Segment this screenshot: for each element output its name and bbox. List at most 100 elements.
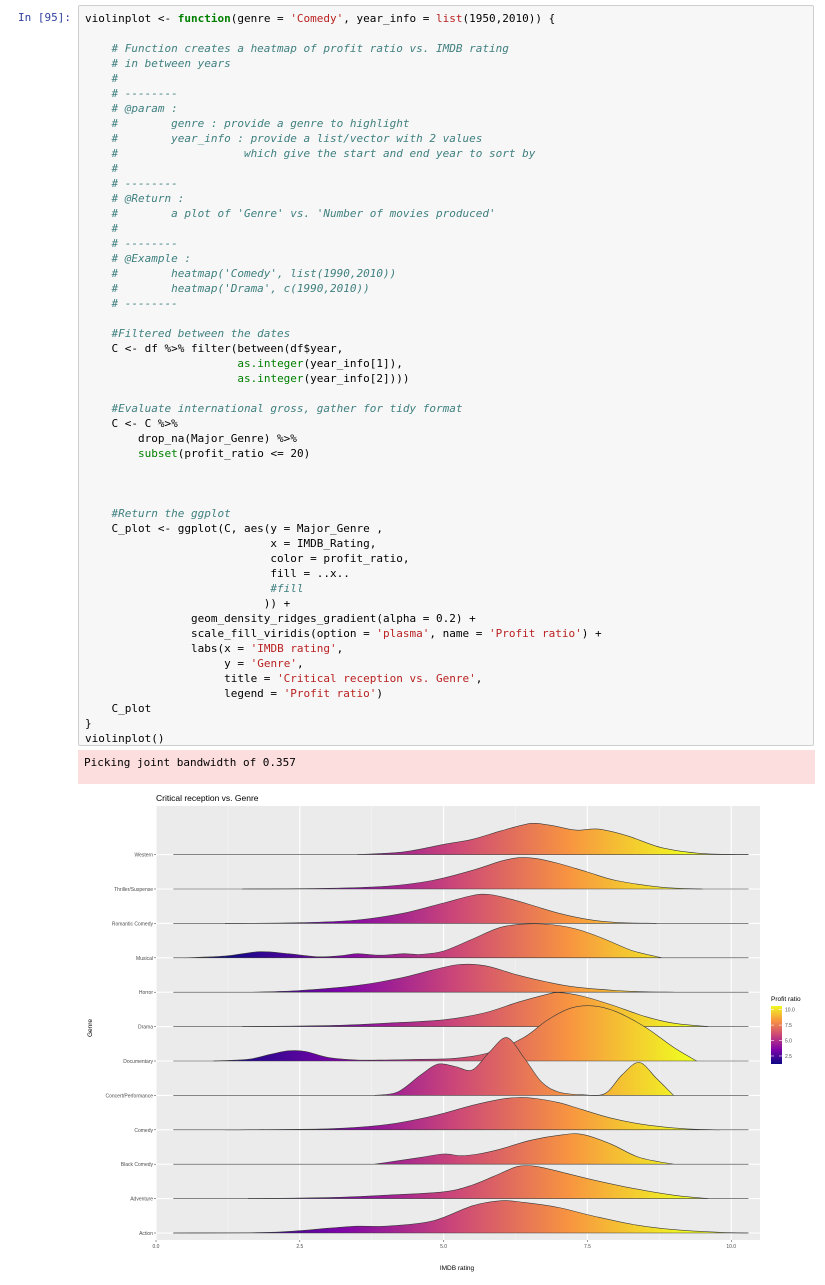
x-axis-ticks: 0.0 2.5 5.0 7.5 10.0 [153, 1240, 736, 1250]
code-token: (year_info[2]))) [303, 372, 410, 385]
code-token: # year_info : provide a list/vector with… [85, 132, 483, 145]
code-line: drop_na(Major_Genre) %>% [85, 432, 297, 445]
code-cell-editor[interactable]: violinplot <- function(genre = 'Comedy',… [78, 5, 814, 746]
code-line: geom_density_ridges_gradient(alpha = 0.2… [85, 612, 476, 625]
y-tick-label: Romantic Comedy [112, 921, 154, 927]
code-token: , [336, 642, 344, 655]
code-line: # [85, 222, 118, 235]
x-tick-label: 10.0 [726, 1244, 736, 1250]
code-token: C_plot [85, 702, 152, 715]
y-tick-label: Comedy [134, 1128, 153, 1134]
code-line: # [85, 162, 118, 175]
code-token: violinplot() [85, 732, 165, 745]
code-token: # @Example : [85, 252, 191, 265]
ridge-outline [374, 1133, 674, 1165]
ridge-outline [224, 1097, 720, 1131]
code-token: , year_info = [343, 12, 437, 25]
y-tick-label: Documentary [123, 1059, 153, 1065]
code-token [85, 447, 138, 460]
profit-ratio-legend: Profit ratio 10.0 7.5 5.0 2.5 [771, 996, 801, 1064]
code-token: } [85, 717, 92, 730]
code-line: #fill [85, 582, 304, 595]
code-token: ) [376, 687, 384, 700]
code-line: # heatmap('Comedy', list(1990,2010)) [85, 267, 396, 280]
code-token: 'Profit ratio' [489, 627, 582, 640]
ridges-layer [173, 822, 749, 1234]
legend-title: Profit ratio [771, 996, 801, 1003]
code-token: list [436, 12, 463, 25]
ridge-outline [357, 822, 749, 855]
y-tick-label: Drama [138, 1025, 153, 1031]
code-line: as.integer(year_info[2]))) [85, 372, 410, 385]
code-line: } [85, 717, 92, 730]
code-token: 'Genre' [250, 657, 297, 670]
ridge-outline [253, 963, 674, 993]
x-tick-label: 7.5 [584, 1244, 591, 1250]
code-token: 'IMDB rating' [250, 642, 337, 655]
code-token: # heatmap('Drama', c(1990,2010)) [85, 282, 370, 295]
code-token [85, 372, 237, 385]
code-line: violinplot() [85, 732, 164, 745]
ridge-area [225, 894, 657, 924]
code-token: (genre = [230, 12, 291, 25]
code-token: # [85, 72, 119, 85]
code-token: # @Return : [85, 192, 185, 205]
ridge-area [374, 1037, 674, 1096]
code-line: title = 'Critical reception vs. Genre', [85, 672, 482, 685]
y-axis-label: Genre [87, 1019, 94, 1037]
ridgeline-plot: Action Adventure Black Comedy Comedy Concert… [78, 788, 815, 1278]
code-token: C <- df %>% filter(between(df$year, [85, 342, 344, 355]
code-line: C <- df %>% filter(between(df$year, [85, 342, 343, 355]
ridge-outline [242, 992, 709, 1027]
code-token: 'Profit ratio' [283, 687, 377, 700]
code-token: # -------- [85, 297, 178, 310]
code-token: #fill [85, 582, 304, 595]
code-text[interactable]: violinplot <- function(genre = 'Comedy',… [85, 11, 602, 746]
chart-title: Critical reception vs. Genre [156, 793, 259, 803]
legend-tick-label: 5.0 [785, 1039, 792, 1045]
code-token: x = IMDB_Rating, [85, 537, 377, 550]
code-token: # -------- [85, 177, 178, 190]
code-line: # Function creates a heatmap of profit r… [85, 42, 508, 55]
code-token: # a plot of 'Genre' vs. 'Number of movie… [85, 207, 496, 220]
code-token: ) + [581, 627, 602, 640]
code-line: #Filtered between the dates [85, 327, 290, 340]
code-line: #Evaluate international gross, gather fo… [85, 402, 462, 415]
ridge-area [253, 964, 674, 993]
ridge-outline [184, 923, 663, 959]
code-line: # genre : provide a genre to highlight [85, 117, 409, 130]
y-tick-label: Horror [139, 990, 154, 996]
code-line: # a plot of 'Genre' vs. 'Number of movie… [85, 207, 496, 220]
code-token: 'Comedy' [290, 12, 344, 25]
code-line: y = 'Genre', [85, 657, 304, 670]
code-token: # @param : [85, 102, 178, 115]
legend-tick-label: 10.0 [785, 1008, 795, 1014]
code-token: C <- C %>% [85, 417, 178, 430]
ridge-outline [224, 893, 657, 924]
code-token: (1950,2010)) { [462, 12, 556, 25]
code-token: #Return the ggplot [85, 507, 231, 520]
code-line: #Return the ggplot [85, 507, 231, 520]
code-line: C_plot [85, 702, 151, 715]
code-token: as.integer [237, 357, 304, 370]
ridge-outline [374, 1037, 674, 1096]
y-tick-label: Western [134, 853, 153, 859]
code-token: #Filtered between the dates [85, 327, 291, 340]
code-line: color = profit_ratio, [85, 552, 409, 565]
ridge-area [213, 1005, 697, 1061]
ridge-area [173, 1200, 749, 1233]
code-token: # [85, 162, 119, 175]
code-line: scale_fill_viridis(option = 'plasma', na… [85, 627, 602, 640]
code-line: C <- C %>% [85, 417, 178, 430]
code-token: , [475, 672, 483, 685]
code-token: (year_info[1]), [303, 357, 403, 370]
code-line: # -------- [85, 297, 178, 310]
y-tick-label: Thriller/Suspense [114, 887, 153, 893]
code-line: # year_info : provide a list/vector with… [85, 132, 482, 145]
code-token: geom_density_ridges_gradient(alpha = 0.2… [85, 612, 476, 625]
code-token: # heatmap('Comedy', list(1990,2010)) [85, 267, 397, 280]
x-tick-label: 2.5 [296, 1244, 303, 1250]
code-line: subset(profit_ratio <= 20) [85, 447, 310, 460]
code-token: # in between years [85, 57, 231, 70]
code-line: )) + [85, 597, 291, 610]
